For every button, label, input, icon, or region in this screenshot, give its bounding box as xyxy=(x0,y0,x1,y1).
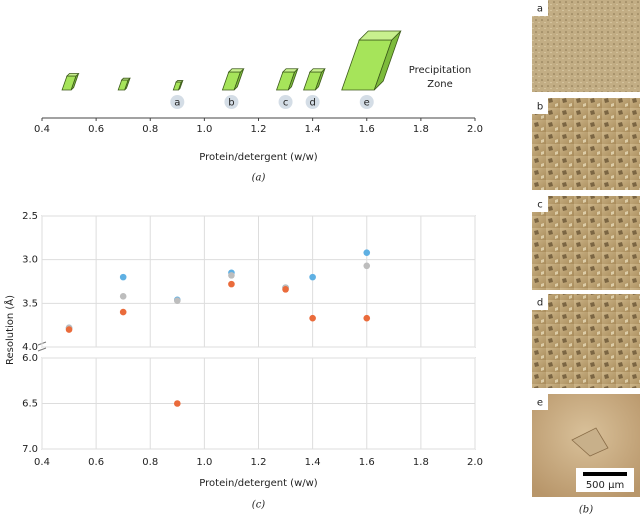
crystal xyxy=(221,68,245,91)
caption: (c) xyxy=(252,500,266,511)
crystal-label: b xyxy=(228,98,234,109)
data-point xyxy=(119,293,127,300)
crystal xyxy=(172,80,184,91)
crystal-top xyxy=(308,68,326,73)
data-point xyxy=(309,273,316,281)
y-tick-label: 3.0 xyxy=(22,255,38,266)
panel-label: b xyxy=(537,102,543,113)
scale-bar xyxy=(583,472,627,476)
data-point xyxy=(363,314,371,322)
panel-label: c xyxy=(537,200,543,211)
data-point xyxy=(174,297,181,305)
panel-label-box xyxy=(532,196,548,212)
data-point xyxy=(363,249,371,256)
y-tick-label: 6.0 xyxy=(22,353,38,364)
x-tick-label: 0.8 xyxy=(142,124,158,135)
data-point xyxy=(228,272,235,279)
y-tick-label: 2.5 xyxy=(22,211,38,222)
x-tick-label: 1.0 xyxy=(196,457,212,468)
crystal-label: e xyxy=(364,98,370,109)
x-tick-label: 1.4 xyxy=(305,457,321,468)
x-tick-label: 0.4 xyxy=(34,124,50,135)
caption: (b) xyxy=(579,505,593,516)
label-badge xyxy=(170,95,185,109)
panel-label-box xyxy=(532,98,548,114)
y-axis-label: Resolution (Å) xyxy=(3,295,16,365)
panel-label: e xyxy=(537,398,543,409)
micrograph xyxy=(532,0,640,92)
x-axis-label: Protein/detergent (w/w) xyxy=(199,152,317,163)
label-badge xyxy=(305,95,320,109)
x-tick-label: 1.2 xyxy=(251,457,267,468)
crystal xyxy=(61,73,80,91)
data-point xyxy=(282,286,289,293)
micrograph xyxy=(532,98,640,190)
crystal-top xyxy=(175,80,184,83)
data-point xyxy=(228,280,235,288)
data-point xyxy=(309,314,316,322)
label-badge xyxy=(278,95,293,109)
x-tick-label: 1.0 xyxy=(196,124,212,135)
data-point xyxy=(65,326,73,333)
crystal-top xyxy=(120,77,131,81)
panel-label: a xyxy=(537,4,543,15)
x-tick-label: 1.8 xyxy=(413,457,429,468)
annotation: Zone xyxy=(427,79,452,90)
scale-bar-label: 500 µm xyxy=(586,480,624,491)
crystal xyxy=(117,77,131,91)
data-point xyxy=(174,400,181,407)
crystal-label: d xyxy=(309,98,315,109)
y-tick-label: 7.0 xyxy=(22,444,38,455)
data-point xyxy=(119,273,127,281)
data-point xyxy=(119,308,127,316)
x-axis-label: Protein/detergent (w/w) xyxy=(199,478,317,489)
micrograph xyxy=(532,196,640,290)
label-badge xyxy=(359,95,374,109)
x-tick-label: 0.6 xyxy=(88,457,104,468)
panel-label-box xyxy=(532,294,548,310)
caption: (a) xyxy=(252,173,266,184)
x-tick-label: 0.8 xyxy=(142,457,158,468)
x-tick-label: 1.2 xyxy=(251,124,267,135)
y-tick-label: 6.5 xyxy=(22,399,38,410)
x-tick-label: 2.0 xyxy=(467,457,483,468)
crystal-top xyxy=(358,30,402,41)
label-badge xyxy=(224,95,239,109)
crystal-image xyxy=(571,427,609,457)
x-tick-label: 1.6 xyxy=(359,124,375,135)
crystal xyxy=(275,68,299,91)
annotation: Precipitation xyxy=(409,65,472,76)
crystal-label: a xyxy=(174,98,180,109)
x-tick-label: 2.0 xyxy=(467,124,483,135)
y-tick-label: 4.0 xyxy=(22,342,38,353)
x-tick-label: 1.8 xyxy=(413,124,429,135)
panel-label-box xyxy=(532,394,548,410)
crystal-top xyxy=(227,68,245,73)
data-point xyxy=(363,262,371,270)
crystal xyxy=(303,68,326,91)
panel-label-box xyxy=(532,0,548,16)
crystal xyxy=(341,30,402,91)
crystal-top xyxy=(65,73,80,77)
x-tick-label: 1.6 xyxy=(359,457,375,468)
micrograph xyxy=(532,294,640,388)
crystal-label: c xyxy=(283,98,289,109)
y-tick-label: 3.5 xyxy=(22,298,38,309)
panel-label: d xyxy=(537,298,543,309)
x-tick-label: 0.6 xyxy=(88,124,104,135)
x-tick-label: 0.4 xyxy=(34,457,50,468)
x-tick-label: 1.4 xyxy=(305,124,321,135)
crystal-top xyxy=(281,68,299,73)
